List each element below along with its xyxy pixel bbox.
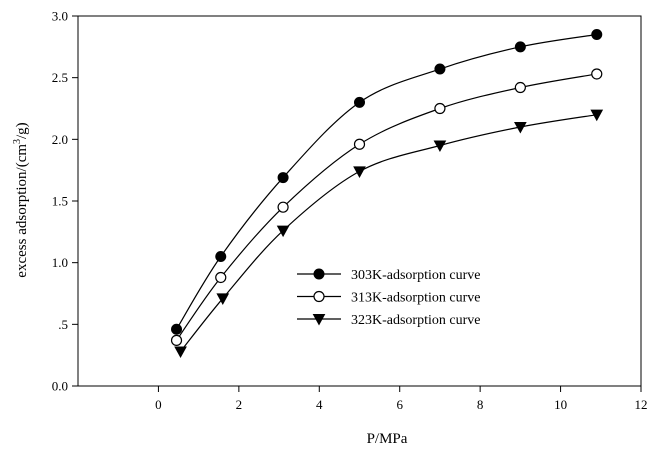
- y-tick-label: .5: [58, 317, 68, 332]
- x-tick-label: 4: [316, 397, 323, 412]
- data-point-series-1: [354, 96, 365, 108]
- legend: 303K-adsorption curve 313K-adsorption cur…: [297, 268, 480, 328]
- data-point-series-2: [277, 201, 289, 213]
- x-tick-label: 2: [236, 397, 243, 412]
- data-point-series-1: [514, 41, 526, 53]
- data-point-series-1: [434, 63, 446, 75]
- x-tick-label: 8: [477, 397, 484, 412]
- axis-ticks: 0 2 4 6 8 10 12 0.0 .5 1.0 1.5 2.0 2.5 3.0: [52, 9, 648, 413]
- y-tick-label: 2.0: [52, 132, 68, 147]
- legend-label-1: 303K-adsorption curve: [351, 268, 480, 283]
- data-point-series-2: [434, 102, 446, 115]
- plot-frame: [77, 15, 642, 387]
- plot-border: [77, 15, 642, 387]
- y-axis-title: excess adsorption/(cm3/g): [12, 122, 30, 277]
- x-axis-title: P/MPa: [367, 431, 408, 447]
- y-tick-label: 3.0: [52, 9, 68, 24]
- legend-marker-3: [312, 314, 326, 326]
- y-axis-title-main: excess adsorption/(cm: [14, 144, 30, 278]
- legend-marker-1: [313, 268, 325, 280]
- data-point-series-1: [591, 29, 603, 40]
- data-point-series-1: [171, 323, 183, 335]
- y-tick-label: 0.0: [52, 379, 68, 394]
- x-tick-label: 6: [396, 397, 403, 412]
- y-tick-label: 2.5: [52, 70, 68, 85]
- data-point-series-3: [276, 225, 290, 238]
- x-tick-label: 0: [155, 397, 162, 412]
- y-tick-label: 1.0: [52, 255, 68, 270]
- data-point-series-2: [215, 271, 227, 284]
- data-point-series-3: [216, 293, 230, 305]
- data-point-series-1: [277, 172, 289, 184]
- data-point-series-3: [174, 346, 187, 359]
- legend-label-2: 313K-adsorption curve: [351, 291, 480, 306]
- y-axis-title-superscript: 3: [12, 139, 23, 144]
- data-point-series-3: [590, 109, 604, 122]
- data-point-series-2: [514, 81, 526, 94]
- y-tick-label: 1.5: [52, 194, 68, 209]
- data-point-series-2: [591, 68, 603, 80]
- data-point-series-1: [215, 251, 227, 262]
- legend-marker-2: [313, 290, 325, 303]
- series-line-1: [176, 33, 597, 330]
- x-tick-label: 10: [554, 397, 567, 412]
- data-point-series-3: [353, 166, 366, 178]
- data-point-series-2: [353, 138, 366, 150]
- data-point-series-2: [170, 334, 183, 346]
- y-axis-title-unit: /g): [14, 122, 30, 139]
- series-markers: [170, 29, 604, 359]
- legend-label-3: 323K-adsorption curve: [351, 313, 480, 328]
- data-point-series-3: [514, 122, 527, 134]
- data-point-series-3: [433, 140, 447, 153]
- x-tick-label: 12: [635, 397, 648, 412]
